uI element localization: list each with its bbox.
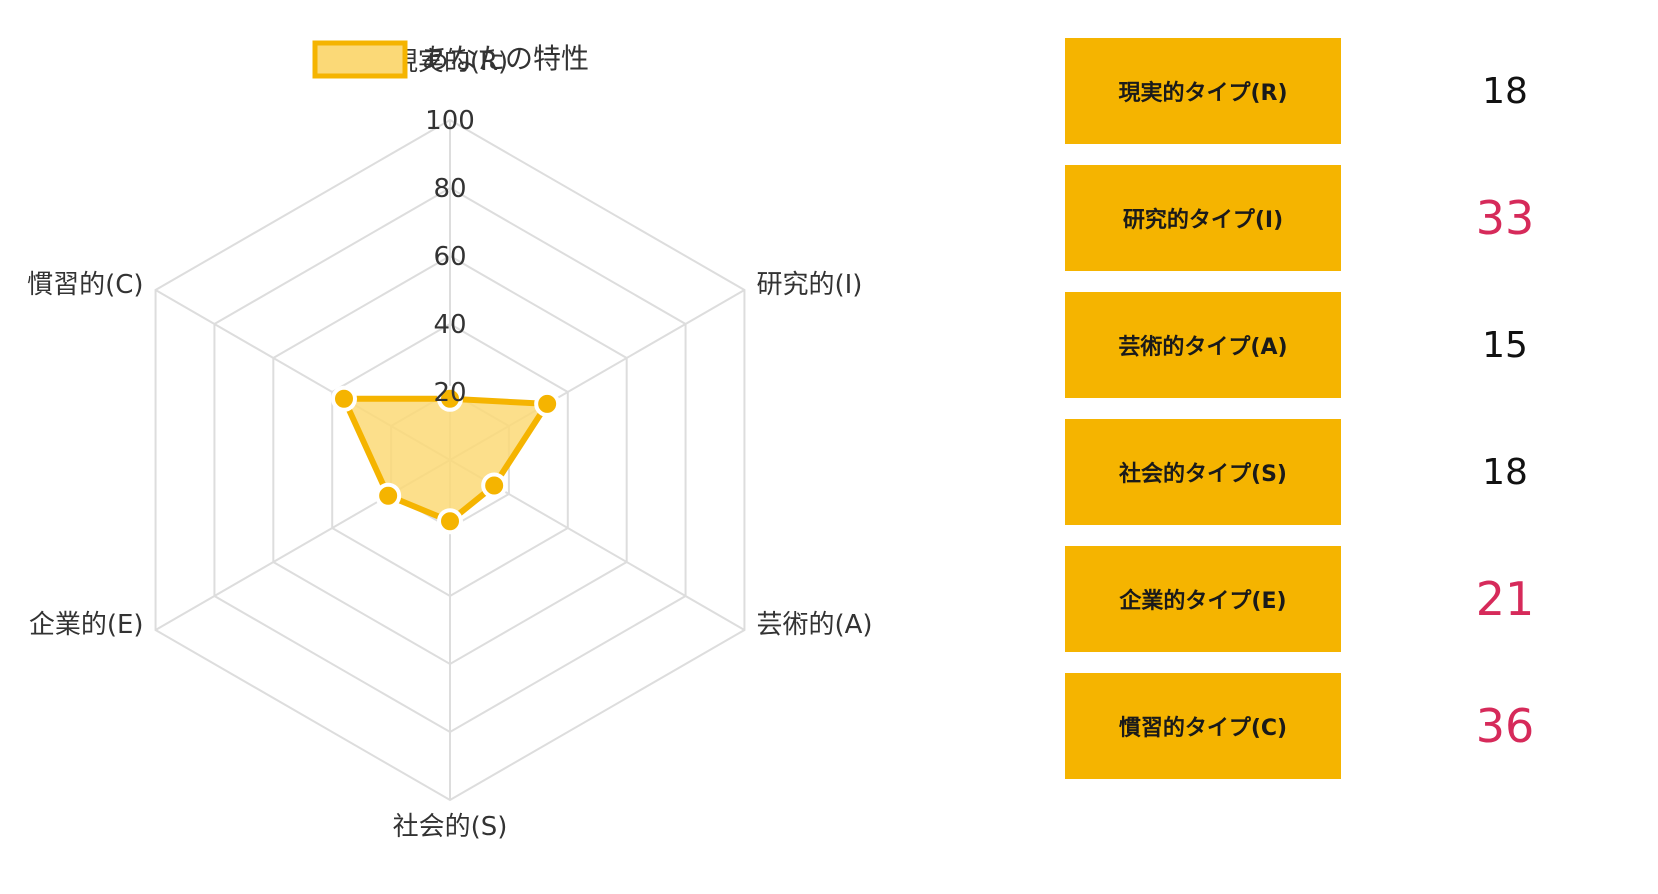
score-panel: 現実的タイプ(R) 18 研究的タイプ(I) 33 芸術的タイプ(A) 15 社… [1065,38,1585,800]
axis-label-3: 社会的(S) [393,812,508,842]
data-point-3[interactable] [437,508,463,535]
score-value-a: 15 [1482,324,1528,366]
axis-label-5: 慣習的(C) [27,270,143,300]
score-label-r[interactable]: 現実的タイプ(R) [1065,38,1341,144]
axis-label-1: 研究的(I) [756,270,862,300]
score-value-e: 21 [1475,572,1535,626]
score-label-s[interactable]: 社会的タイプ(S) [1065,419,1341,525]
radar-ticks: 20 40 60 80 100 [425,106,475,408]
score-label-e[interactable]: 企業的タイプ(E) [1065,546,1341,652]
legend-label: あなたの特性 [421,42,589,75]
tick-label-20: 20 [433,378,466,408]
score-value-i: 33 [1475,191,1535,245]
score-value-c: 36 [1475,699,1535,753]
score-value-r: 18 [1482,70,1528,112]
score-row-e: 企業的タイプ(E) 21 [1065,546,1585,652]
radar-axis-labels: 現実的(R) 研究的(I) 芸術的(A) 社会的(S) 企業的(E) 慣習的(C) [27,47,872,842]
data-point-2[interactable] [481,472,508,499]
axis-label-0: 現実的(R) [392,47,508,77]
tick-label-60: 60 [433,242,466,272]
chart-legend[interactable]: あなたの特性 [312,40,589,79]
score-label-i[interactable]: 研究的タイプ(I) [1065,165,1341,271]
tick-label-80: 80 [433,174,466,204]
axis-label-2: 芸術的(A) [756,610,872,640]
radar-chart: 20 40 60 80 100 現実的(R) 研究的(I) 芸術的(A) 社会的(S) 企業的(… [27,40,873,842]
data-point-4[interactable] [375,482,402,509]
score-label-c[interactable]: 慣習的タイプ(C) [1065,673,1341,779]
score-label-a[interactable]: 芸術的タイプ(A) [1065,292,1341,398]
score-row-c: 慣習的タイプ(C) 36 [1065,673,1585,779]
data-point-0[interactable] [437,385,463,412]
tick-label-100: 100 [425,106,475,136]
score-row-a: 芸術的タイプ(A) 15 [1065,292,1585,398]
data-point-5[interactable] [330,385,357,412]
score-value-s: 18 [1482,451,1528,493]
score-row-i: 研究的タイプ(I) 33 [1065,165,1585,271]
axis-label-4: 企業的(E) [29,610,144,640]
radar-series [330,385,561,535]
tick-label-40: 40 [433,310,466,340]
score-row-r: 現実的タイプ(R) 18 [1065,38,1585,144]
score-row-s: 社会的タイプ(S) 18 [1065,419,1585,525]
data-point-1[interactable] [534,390,561,417]
legend-swatch[interactable] [312,40,408,79]
